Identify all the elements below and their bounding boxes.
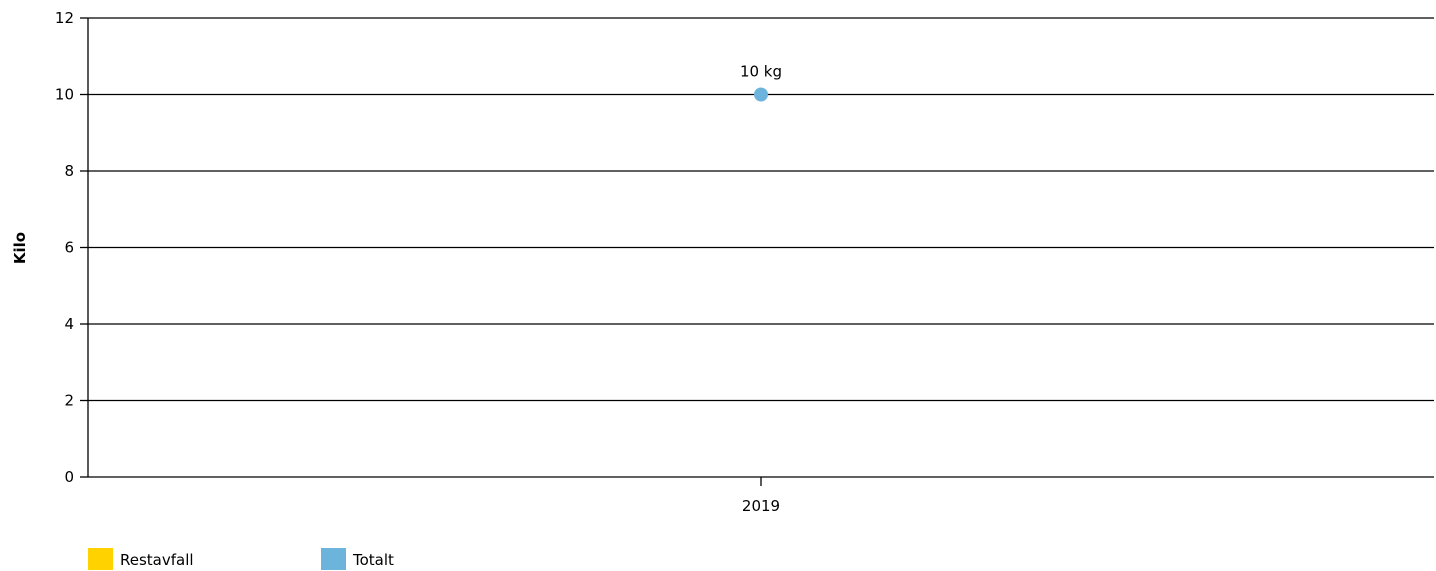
x-tick-labels: 2019 <box>742 497 780 515</box>
y-tick-label-2: 2 <box>64 392 74 410</box>
axes <box>80 17 1434 486</box>
x-tick-label-2019: 2019 <box>742 497 780 515</box>
y-tick-labels: 0 2 4 6 8 10 12 <box>55 9 74 486</box>
y-tick-label-8: 8 <box>64 162 74 180</box>
y-tick-label-4: 4 <box>64 315 74 333</box>
series: 10 kg <box>740 63 782 102</box>
legend-item-totalt: Totalt <box>321 548 394 570</box>
legend-label-totalt: Totalt <box>352 551 394 569</box>
legend-item-restavfall: Restavfall <box>88 548 194 570</box>
legend-swatch-restavfall <box>88 548 113 570</box>
y-tick-label-10: 10 <box>55 86 74 104</box>
y-axis-title: Kilo <box>11 232 29 264</box>
y-tick-label-0: 0 <box>64 468 74 486</box>
data-point-totalt-2019 <box>754 87 768 102</box>
legend-swatch-totalt <box>321 548 346 570</box>
legend-label-restavfall: Restavfall <box>120 551 194 569</box>
y-tick-label-12: 12 <box>55 9 74 27</box>
legend: Restavfall Totalt <box>88 548 394 570</box>
series-totalt: 10 kg <box>740 63 782 102</box>
y-tick-label-6: 6 <box>64 239 74 257</box>
data-label-totalt-2019: 10 kg <box>740 63 782 81</box>
